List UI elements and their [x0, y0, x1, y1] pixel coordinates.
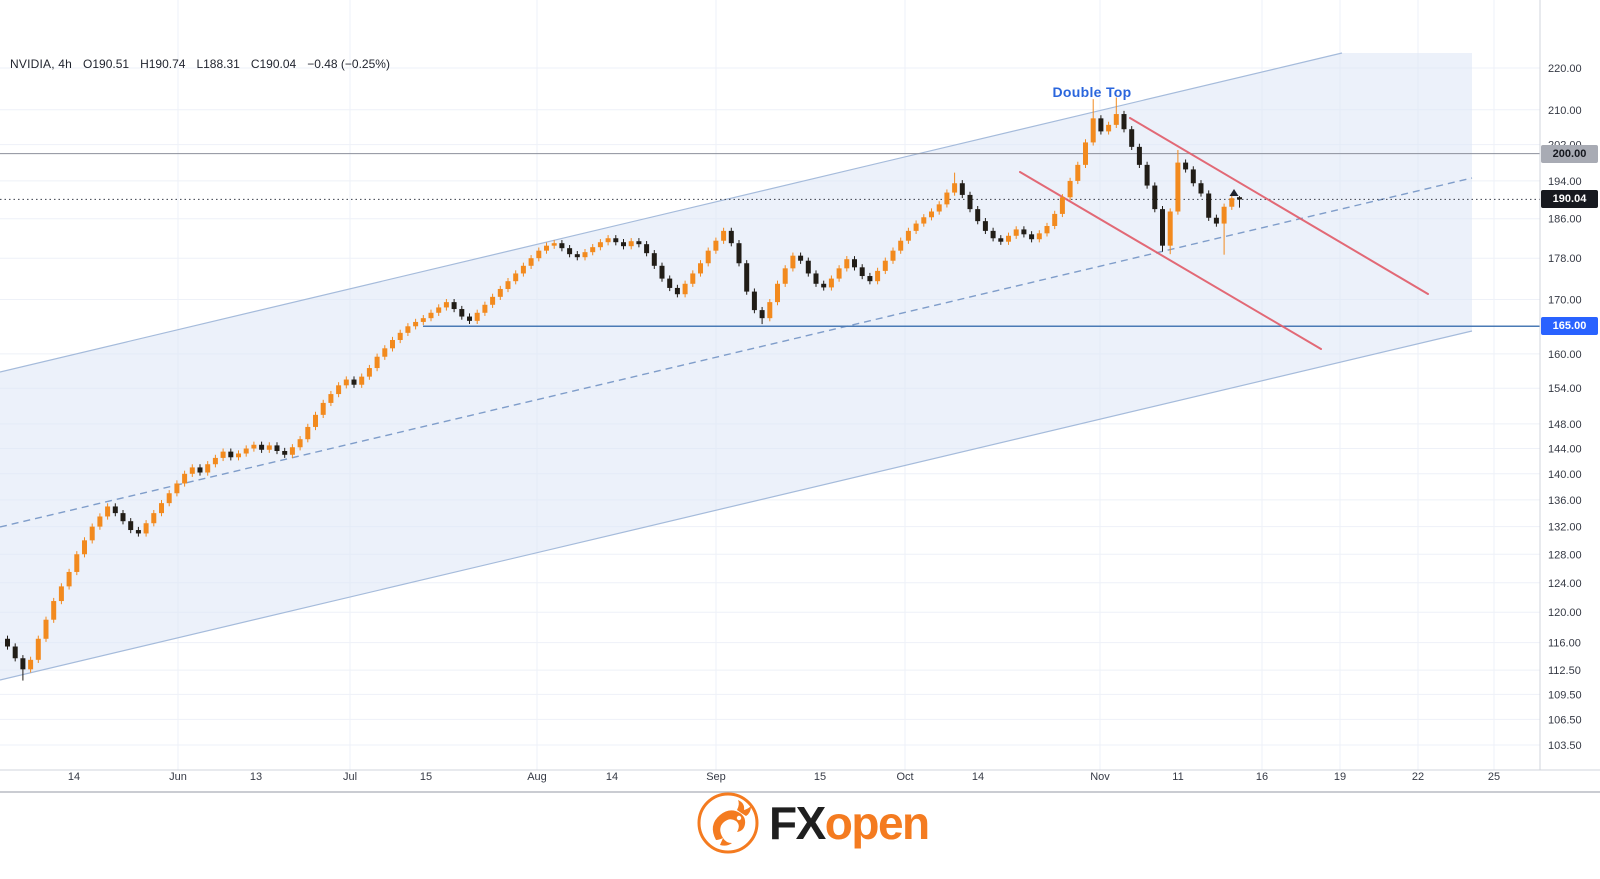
logo-open: open	[824, 797, 930, 849]
svg-text:128.00: 128.00	[1548, 549, 1582, 561]
svg-text:Aug: Aug	[527, 771, 547, 783]
ohlc-high: H190.74	[140, 57, 186, 71]
svg-text:15: 15	[420, 771, 432, 783]
svg-text:13: 13	[250, 771, 262, 783]
svg-text:194.00: 194.00	[1548, 176, 1582, 188]
svg-text:178.00: 178.00	[1548, 253, 1582, 265]
svg-text:15: 15	[814, 771, 826, 783]
fxopen-logo: FXopen	[696, 791, 930, 855]
svg-text:120.00: 120.00	[1548, 607, 1582, 619]
svg-text:Jun: Jun	[169, 771, 187, 783]
symbol-title: NVIDIA, 4h	[10, 57, 73, 71]
candles	[5, 97, 1242, 681]
svg-text:140.00: 140.00	[1548, 469, 1582, 481]
svg-text:Jul: Jul	[343, 771, 357, 783]
svg-text:148.00: 148.00	[1548, 419, 1582, 431]
svg-text:25: 25	[1488, 771, 1500, 783]
svg-text:Sep: Sep	[706, 771, 726, 783]
svg-text:112.50: 112.50	[1548, 665, 1581, 677]
svg-text:22: 22	[1412, 771, 1424, 783]
ohlc-open: O190.51	[83, 57, 130, 71]
svg-text:136.00: 136.00	[1548, 495, 1582, 507]
price-badge-current: 190.04	[1541, 190, 1598, 209]
svg-text:124.00: 124.00	[1548, 578, 1582, 590]
svg-text:132.00: 132.00	[1548, 522, 1582, 534]
ohlc-low: L188.31	[196, 57, 240, 71]
double-top-annotation[interactable]: Double Top	[1052, 84, 1132, 100]
svg-text:210.00: 210.00	[1548, 105, 1582, 117]
svg-text:109.50: 109.50	[1548, 689, 1582, 701]
ohlc-close: C190.04	[250, 57, 297, 71]
svg-text:160.00: 160.00	[1548, 349, 1582, 361]
svg-text:16: 16	[1256, 771, 1268, 783]
svg-text:144.00: 144.00	[1548, 444, 1582, 456]
fxopen-wordmark: FXopen	[769, 792, 930, 854]
price-change: −0.48 (−0.25%)	[307, 57, 390, 71]
svg-text:103.50: 103.50	[1548, 740, 1582, 752]
svg-text:Nov: Nov	[1090, 771, 1110, 783]
trend-channel[interactable]	[0, 52, 1473, 681]
symbol-header: NVIDIA, 4h O190.51 H190.74 L188.31 C190.…	[10, 57, 390, 71]
svg-text:170.00: 170.00	[1548, 294, 1582, 306]
svg-text:186.00: 186.00	[1548, 214, 1582, 226]
logo-fx: FX	[769, 797, 826, 849]
svg-text:14: 14	[606, 771, 618, 783]
axis-frame	[0, 0, 1600, 793]
svg-text:14: 14	[68, 771, 80, 783]
svg-text:14: 14	[972, 771, 984, 783]
up-arrow-marker[interactable]	[1229, 189, 1239, 196]
horizontal-price-lines[interactable]	[0, 153, 1540, 328]
svg-text:220.00: 220.00	[1548, 63, 1582, 75]
price-badge-200: 200.00	[1541, 144, 1598, 163]
svg-text:116.00: 116.00	[1548, 638, 1581, 650]
price-axis[interactable]: 220.00210.00202.00194.00186.00178.00170.…	[1548, 63, 1582, 752]
time-axis[interactable]: 14 Jun 13 Jul 15 Aug 14 Sep 15 Oct 14 Nov 11 16 19 22 25	[68, 771, 1500, 783]
red-trend-lines[interactable]	[1019, 117, 1429, 350]
svg-text:106.50: 106.50	[1548, 714, 1582, 726]
svg-text:Oct: Oct	[896, 771, 913, 783]
price-badge-165: 165.00	[1541, 317, 1598, 336]
svg-text:11: 11	[1172, 771, 1183, 783]
svg-text:154.00: 154.00	[1548, 383, 1582, 395]
svg-text:19: 19	[1334, 771, 1346, 783]
fxopen-dragon-icon	[697, 792, 759, 854]
